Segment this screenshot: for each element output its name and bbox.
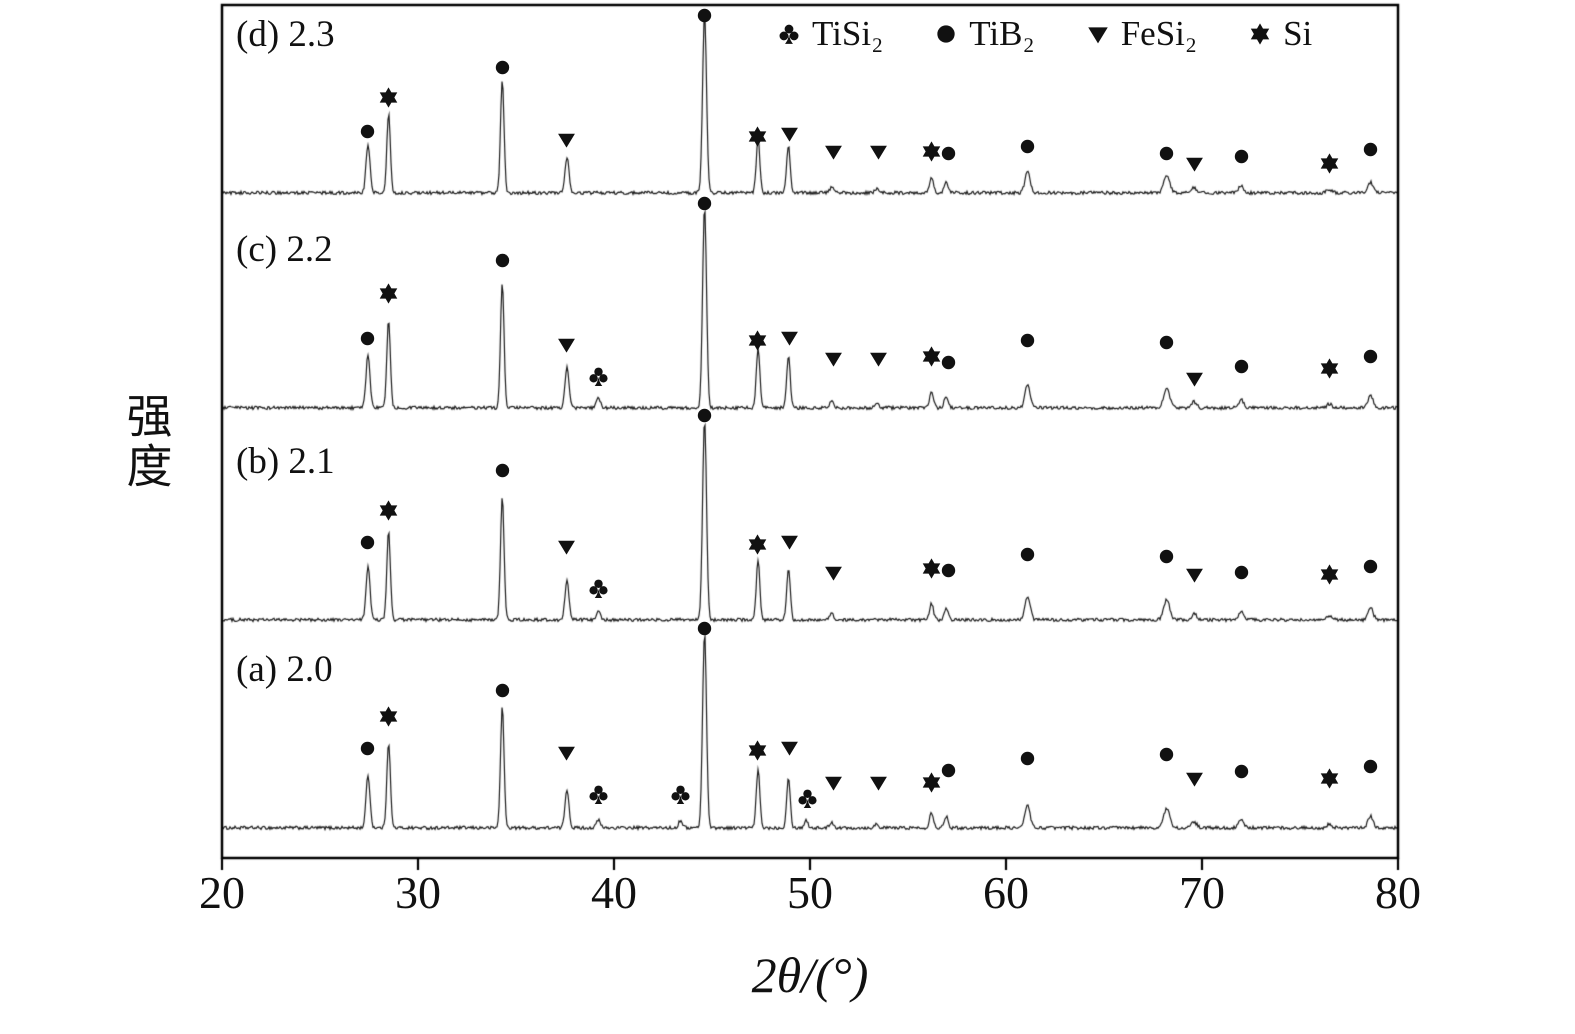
legend-item-si: Si (1249, 16, 1312, 51)
circle-icon (935, 23, 957, 45)
triangle-down-icon (1087, 23, 1109, 45)
legend-label-tib2: TiB₂ (969, 14, 1035, 53)
legend-item-fesi2: FeSi₂ (1087, 16, 1197, 51)
legend-label-tisi2: TiSi₂ (812, 14, 884, 53)
legend-label-si: Si (1283, 14, 1313, 53)
legend-item-tisi2: TiSi₂ (778, 16, 883, 51)
club-icon (778, 23, 800, 45)
legend-label-fesi2: FeSi₂ (1120, 14, 1198, 53)
x-axis-label: 2θ/(°) (751, 947, 869, 1003)
legend-item-tib2: TiB₂ (935, 14, 1035, 53)
legend: TiSi₂ TiB₂ FeSi₂ Si (778, 16, 1312, 51)
star-icon (1249, 22, 1271, 45)
y-axis-label: 强度 (120, 392, 172, 492)
